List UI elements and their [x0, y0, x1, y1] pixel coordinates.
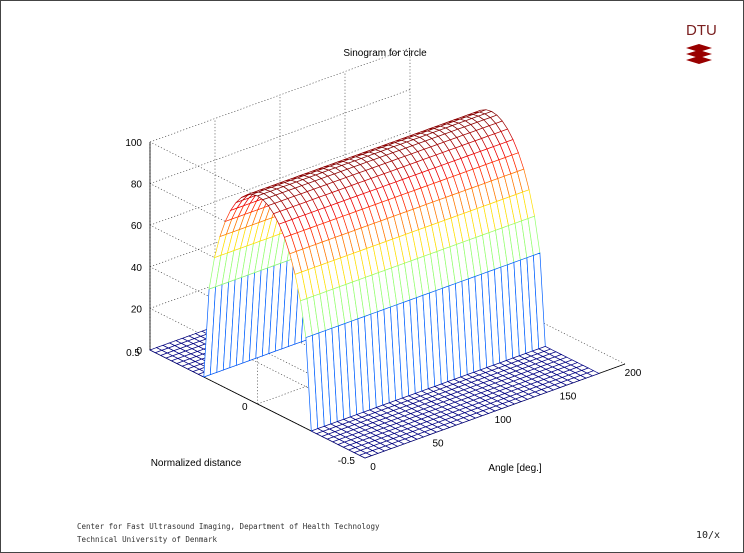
grid-line-z-back-4: [149, 89, 411, 184]
y-tick-label: 0: [242, 402, 248, 413]
z-tick-label: 40: [131, 263, 143, 274]
z-tick-label: 100: [125, 138, 142, 149]
page-number: 10/x: [696, 530, 721, 541]
x-tick-label: 200: [625, 368, 642, 379]
dtu-logo-text: DTU: [686, 22, 717, 39]
y-axis-label: Normalized distance: [151, 458, 242, 469]
x-axis-label: Angle [deg.]: [488, 463, 542, 474]
surface-mesh: [149, 109, 600, 459]
z-tick-label: 20: [131, 304, 143, 315]
chart-title: Sinogram for circle: [343, 48, 427, 59]
x-tick-label: 100: [495, 415, 512, 426]
x-tick-label: 150: [560, 392, 577, 403]
grid-line-z-back-5: [149, 47, 411, 143]
z-tick-label: 0: [136, 346, 142, 357]
x-tick-label: 0: [370, 462, 376, 473]
y-tick-label: 0.5: [126, 348, 140, 359]
dtu-logo-icon: [684, 22, 714, 72]
z-tick-label: 80: [131, 180, 143, 191]
footer-affiliation: Center for Fast Ultrasound Imaging, Depa…: [77, 522, 380, 531]
y-tick-label: -0.5: [338, 456, 356, 467]
mesh-cell: [586, 370, 600, 377]
x-tick-label: 50: [432, 439, 444, 450]
footer-university: Technical University of Denmark: [77, 535, 217, 544]
z-tick-label: 60: [131, 221, 143, 232]
